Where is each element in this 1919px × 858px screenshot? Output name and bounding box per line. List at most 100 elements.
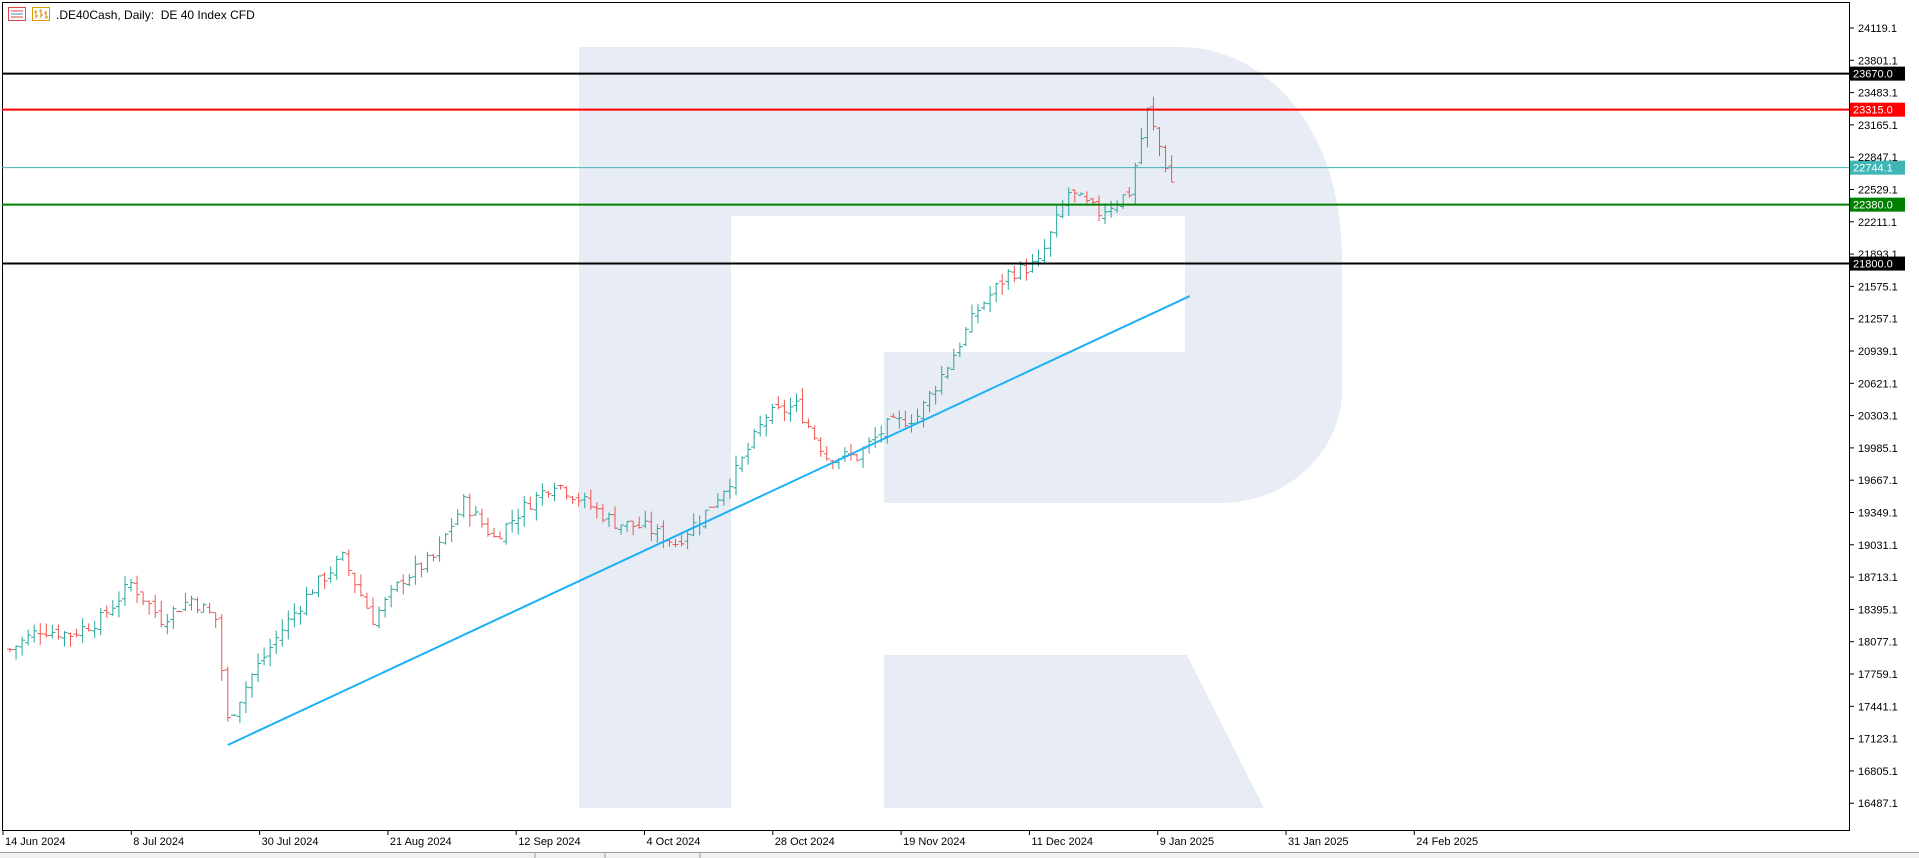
time-tick-label: 28 Oct 2024	[775, 836, 835, 848]
ohlc-bar	[1120, 194, 1127, 209]
ohlc-bar	[987, 285, 994, 313]
time-tick-label: 24 Feb 2025	[1416, 836, 1478, 848]
ohlc-bar	[170, 606, 177, 629]
ohlc-bar	[908, 414, 915, 433]
ohlc-bar	[932, 386, 939, 405]
symbol-label: .DE40Cash	[56, 8, 118, 22]
ohlc-bar	[962, 326, 969, 347]
ohlc-bar	[745, 442, 752, 465]
ohlc-bar	[926, 390, 933, 413]
price-tick-label: 20939.1	[1858, 346, 1898, 358]
ohlc-bar	[1047, 231, 1054, 257]
ohlc-bar	[212, 612, 219, 628]
ohlc-bar	[539, 483, 546, 506]
price-tick-label: 16487.1	[1858, 798, 1898, 810]
ohlc-bar	[1041, 239, 1048, 264]
ohlc-bar	[291, 603, 298, 628]
ohlc-bar	[890, 413, 897, 418]
price-tick-label: 22529.1	[1858, 185, 1898, 197]
ohlc-bar	[273, 630, 280, 654]
watermark-logo-stem	[579, 47, 1342, 808]
price-tick-label: 24119.1	[1858, 23, 1897, 35]
time-tick-label: 12 Sep 2024	[518, 836, 580, 848]
ohlc-bar	[678, 534, 685, 547]
ohlc-bar	[79, 618, 86, 643]
ohlc-bar	[938, 365, 945, 395]
bar-chart-type-icon[interactable]	[32, 6, 50, 24]
price-tick-label: 23165.1	[1858, 120, 1898, 132]
ohlc-bar	[49, 624, 56, 639]
ohlc-bar	[164, 613, 171, 635]
ohlc-bar	[624, 520, 631, 532]
price-axis: 24119.1 23801.1 23483.1 23165.1 22847.1 22529…	[1850, 23, 1898, 810]
ohlc-bar	[218, 614, 225, 681]
ohlc-bar	[182, 592, 189, 612]
ohlc-bar	[563, 486, 570, 500]
price-tick-label: 17123.1	[1858, 734, 1898, 746]
ohlc-bar	[448, 517, 455, 542]
ohlc-bar	[599, 504, 606, 523]
price-bars	[7, 96, 1175, 724]
ohlc-bar	[733, 455, 739, 496]
ohlc-bar	[551, 482, 558, 502]
ohlc-bar	[394, 581, 401, 593]
level-price-label: 21800.0	[1853, 259, 1893, 271]
ohlc-bar	[25, 629, 32, 646]
trading-menu-icon[interactable]	[8, 6, 26, 24]
level-price-label: 23315.0	[1853, 105, 1893, 117]
ohlc-bar	[267, 638, 274, 667]
ohlc-bar	[775, 396, 782, 410]
ohlc-bar	[1077, 192, 1084, 196]
ohlc-bar	[569, 495, 576, 505]
ohlc-bar	[515, 508, 522, 535]
ohlc-bar	[1108, 200, 1115, 218]
ohlc-bar	[630, 520, 637, 536]
time-tick-label: 30 Jul 2024	[262, 836, 319, 848]
time-tick-label: 8 Jul 2024	[133, 836, 184, 848]
ohlc-bar	[993, 282, 1000, 302]
ohlc-bar	[1132, 162, 1139, 206]
ohlc-bar	[781, 399, 788, 422]
ohlc-bar	[587, 489, 594, 510]
ohlc-bar	[823, 446, 830, 461]
ohlc-bar	[357, 574, 364, 597]
price-tick-label: 18077.1	[1858, 637, 1898, 649]
price-tick-label: 18395.1	[1858, 604, 1898, 616]
ohlc-bar	[557, 484, 564, 490]
ohlc-bar	[726, 478, 733, 499]
price-tick-label: 20303.1	[1858, 411, 1898, 423]
ohlc-bar	[466, 493, 473, 527]
watermark-logo	[579, 47, 1342, 808]
ohlc-bar	[497, 531, 504, 540]
ohlc-bar	[339, 551, 346, 561]
ohlc-bar	[545, 490, 552, 498]
ohlc-bar	[1150, 96, 1157, 131]
ohlc-bar	[757, 415, 764, 437]
trendline	[227, 295, 1191, 746]
ohlc-bar	[1053, 205, 1060, 238]
ohlc-bar	[533, 491, 540, 521]
chart-header: .DE40Cash, Daily: DE 40 Index CFD	[8, 6, 255, 24]
ohlc-bar	[430, 553, 437, 562]
ohlc-bar	[43, 623, 50, 638]
ohlc-bar	[13, 645, 20, 660]
ohlc-bar	[400, 574, 407, 595]
price-tick-label: 22211.1	[1858, 217, 1897, 229]
ohlc-bar	[593, 502, 600, 519]
ohlc-bar	[249, 673, 255, 698]
ohlc-bar	[115, 591, 122, 618]
price-tick-label: 19667.1	[1858, 475, 1898, 487]
ohlc-bar	[854, 454, 860, 462]
ohlc-bar	[805, 418, 812, 429]
ohlc-bar	[702, 509, 709, 529]
ohlc-bar	[690, 513, 697, 537]
ohlc-bar	[460, 493, 467, 518]
ohlc-bar	[327, 566, 334, 583]
ohlc-bar	[811, 425, 818, 441]
ohlc-bar	[436, 536, 443, 562]
time-tick-label: 11 Dec 2024	[1031, 836, 1093, 848]
price-tick-label: 22847.1	[1858, 152, 1898, 164]
ohlc-bar	[303, 586, 310, 616]
ohlc-bar	[200, 602, 207, 613]
